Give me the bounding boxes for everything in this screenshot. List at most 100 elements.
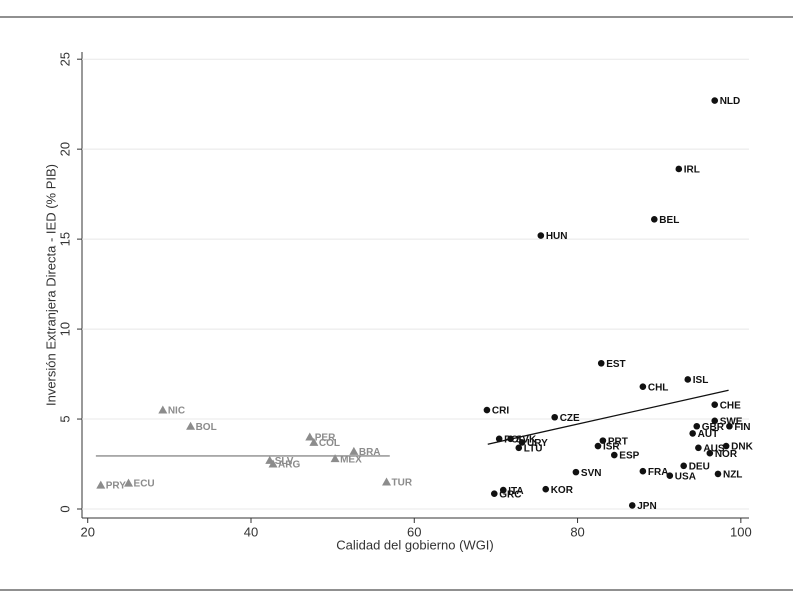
point-label: BRA [359,447,381,458]
point [495,435,503,443]
point-label: BEL [659,215,679,226]
point [572,468,580,476]
point-label: USA [675,471,696,482]
point [639,383,647,390]
point [124,478,134,487]
point [610,451,618,459]
point [349,446,359,455]
point [96,480,106,489]
y-tick-label: 15 [57,232,72,246]
point [309,437,319,446]
point [330,454,340,463]
x-tick-label: 100 [730,524,752,539]
y-axis-title: Inversión Extranjera Directa - IED (% PI… [43,164,58,406]
point [675,165,683,173]
point [599,437,607,444]
point-label: CZE [560,413,580,424]
point [628,502,636,509]
point-label: ECU [134,479,155,490]
point-label: FIN [734,422,750,433]
point [537,232,545,239]
y-tick-label: 10 [57,322,72,336]
point [722,442,730,450]
point [693,422,701,430]
point-label: JPN [637,501,656,512]
x-tick-label: 40 [244,524,258,539]
point [666,472,674,480]
point-label: ESP [619,451,639,462]
y-tick-label: 5 [57,415,72,422]
point-label: FRA [648,467,669,478]
point [551,413,558,421]
y-tick-label: 25 [57,52,72,66]
point-label: ARG [278,460,300,471]
x-axis-title: Calidad del gobierno (WGI) [336,537,494,552]
point-label: BOL [196,422,217,433]
point-label: CHL [648,382,669,393]
x-tick-label: 60 [407,524,421,539]
point-label: AUS [703,443,724,454]
point-label: GBR [702,422,725,433]
point-label: HUN [546,231,568,242]
point [726,422,733,430]
point-label: GRC [499,489,521,500]
point [594,442,602,450]
point [382,477,392,486]
point [714,470,722,478]
fit-line [487,389,729,445]
point-label: CRI [492,406,509,417]
point [490,490,498,498]
point [507,435,514,443]
point [680,462,687,470]
point [650,216,658,223]
y-tick-label: 20 [57,142,72,156]
point-label: SVN [581,468,602,479]
y-tick-label: 0 [57,505,72,512]
point-label: PRT [608,436,628,447]
point [706,449,714,457]
point-label: NLD [720,96,741,107]
point-label: SVK [516,434,537,445]
point-label: SWE [720,416,743,427]
point [186,421,196,430]
point-label: DEU [689,461,710,472]
point-label: PER [315,433,336,444]
point [711,97,719,104]
point [268,459,278,468]
point-label: ISR [603,442,620,453]
point-label: LTU [524,443,543,454]
x-tick-label: 20 [80,524,94,539]
point-label: IRL [684,165,700,176]
point-label: AUT [698,429,719,440]
point [518,439,526,446]
point-label: POL [504,434,525,445]
point [695,444,702,452]
point-label: NZL [723,470,742,481]
point-label: EST [606,359,625,370]
point-label: MEX [340,454,362,465]
point [689,430,696,437]
point-label: SLV [275,456,294,467]
point [711,417,719,425]
point-label: ITA [508,486,523,497]
point-label: NIC [168,406,185,417]
point-label: URY [527,438,548,449]
point [684,376,692,383]
point [483,406,491,414]
point [542,485,550,493]
point [711,401,719,408]
point-label: CHE [720,400,741,411]
x-tick-label: 80 [570,524,584,539]
point-label: PRY [106,481,127,492]
point-label: ISL [693,375,709,386]
point [639,467,647,475]
point-label: DNK [731,442,753,453]
point-label: COL [319,438,340,449]
point-label: TUR [392,478,413,489]
point [499,486,507,494]
point [158,405,168,414]
point-label: KOR [551,485,574,496]
point [515,444,523,452]
point [597,359,605,367]
